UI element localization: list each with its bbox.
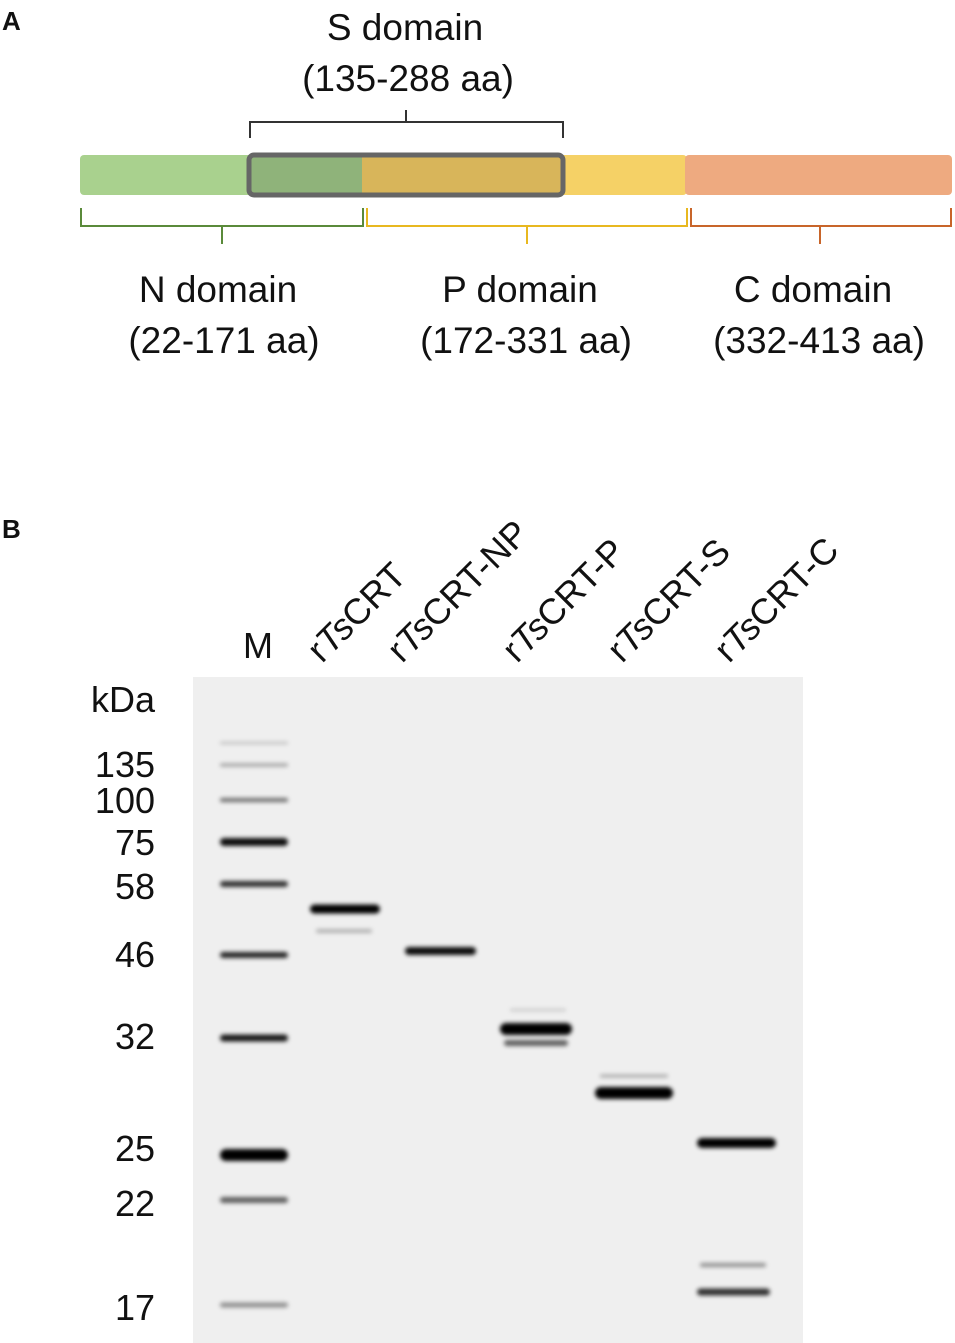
band <box>220 1302 288 1308</box>
band <box>500 1023 572 1035</box>
lane-label-part: CRT-P <box>528 530 633 635</box>
marker-label: 17 <box>115 1287 155 1328</box>
panel-label: B <box>2 514 21 544</box>
band <box>510 1009 566 1011</box>
band <box>220 763 288 767</box>
s-overlap-p <box>362 156 562 194</box>
band <box>220 798 288 802</box>
s-bracket <box>249 110 564 138</box>
domain-name: C domain <box>734 269 892 310</box>
marker-label: 25 <box>115 1128 155 1169</box>
band <box>220 742 288 744</box>
band <box>220 1034 288 1042</box>
marker-label: 32 <box>115 1016 155 1057</box>
band <box>220 1197 288 1203</box>
domain-name: P domain <box>442 269 598 310</box>
band <box>316 929 372 933</box>
s-overlap-n <box>249 156 362 194</box>
s-domain-range: (135-288 aa) <box>302 58 514 99</box>
marker-label: 135 <box>95 744 155 785</box>
band <box>700 1263 766 1267</box>
band <box>697 1138 776 1148</box>
band <box>504 1040 568 1046</box>
band <box>220 881 288 887</box>
s-box <box>246 152 566 198</box>
lane-label: M <box>243 625 273 666</box>
marker-label: 58 <box>115 866 155 907</box>
marker-label: 46 <box>115 934 155 975</box>
domain-range: (22-171 aa) <box>128 320 319 361</box>
panel-label: A <box>2 6 21 36</box>
bands <box>220 742 776 1308</box>
band <box>220 838 288 846</box>
c-bracket <box>690 208 952 244</box>
domain-range: (172-331 aa) <box>420 320 632 361</box>
marker-label: 75 <box>115 822 155 863</box>
domain-range: (332-413 aa) <box>713 320 925 361</box>
lane-label-part: CRT-C <box>740 529 846 635</box>
band <box>310 904 380 914</box>
gel <box>193 677 803 1343</box>
band <box>600 1074 668 1078</box>
c-segment <box>685 155 952 195</box>
marker-label: 100 <box>95 780 155 821</box>
band <box>595 1087 673 1099</box>
band <box>220 1149 288 1161</box>
band <box>220 952 288 958</box>
unit-label: kDa <box>91 679 156 720</box>
s-domain-name: S domain <box>327 7 483 48</box>
lane-label-part: CRT-S <box>633 530 738 635</box>
band <box>405 947 476 955</box>
n-bracket <box>80 208 364 244</box>
band <box>697 1288 770 1296</box>
p-bracket <box>366 208 688 244</box>
domain-name: N domain <box>139 269 297 310</box>
marker-label: 22 <box>115 1183 155 1224</box>
